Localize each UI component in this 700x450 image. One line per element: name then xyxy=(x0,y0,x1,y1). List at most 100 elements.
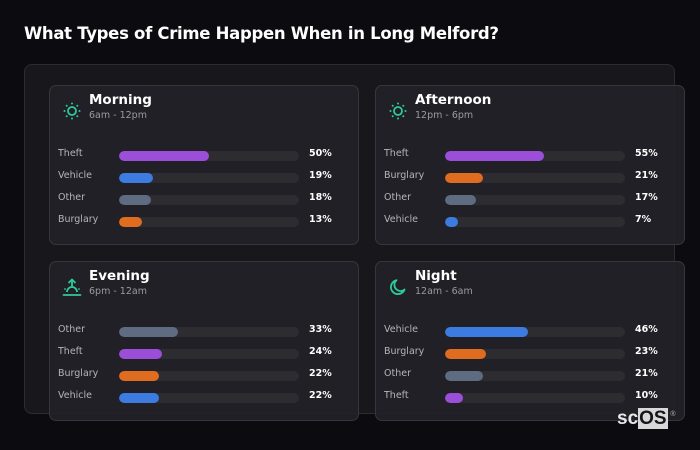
bar-value: 22% xyxy=(309,368,332,379)
card-night: Night 12am - 6am Vehicle 46% Burglary 23… xyxy=(375,261,685,421)
logo-text: sc xyxy=(617,408,639,429)
card-evening: Evening 6pm - 12am Other 33% Theft 24% B… xyxy=(49,261,359,421)
card-title: Morning xyxy=(89,92,152,108)
card-title: Afternoon xyxy=(415,92,492,108)
bar-fill xyxy=(445,195,476,205)
bar-row: Burglary 21% xyxy=(376,169,686,185)
bar-row: Burglary 22% xyxy=(50,367,360,383)
bar-label: Burglary xyxy=(58,368,99,379)
bar-label: Vehicle xyxy=(58,390,92,401)
page-title: What Types of Crime Happen When in Long … xyxy=(24,24,499,43)
bar-value: 21% xyxy=(635,368,658,379)
bar-value: 33% xyxy=(309,324,332,335)
bar-label: Burglary xyxy=(58,214,99,225)
card-afternoon: Afternoon 12pm - 6pm Theft 55% Burglary … xyxy=(375,85,685,245)
bar-label: Theft xyxy=(384,390,409,401)
bar-track xyxy=(445,371,625,381)
bar-fill xyxy=(119,349,163,359)
bar-track xyxy=(119,349,299,359)
bar-row: Vehicle 19% xyxy=(50,169,360,185)
bar-track xyxy=(119,217,299,227)
bar-value: 22% xyxy=(309,390,332,401)
bar-row: Other 17% xyxy=(376,191,686,207)
bar-row: Burglary 13% xyxy=(50,213,360,229)
sun-icon xyxy=(389,102,407,120)
registered-mark: ® xyxy=(670,411,676,418)
bar-label: Burglary xyxy=(384,346,425,357)
bar-value: 24% xyxy=(309,346,332,357)
bar-track xyxy=(119,327,299,337)
bar-fill xyxy=(119,151,209,161)
bar-fill xyxy=(445,173,483,183)
bar-label: Burglary xyxy=(384,170,425,181)
bar-row: Theft 10% xyxy=(376,389,686,405)
card-title: Night xyxy=(415,268,457,284)
card-time-range: 6pm - 12am xyxy=(89,286,147,297)
card-title: Evening xyxy=(89,268,150,284)
bar-value: 46% xyxy=(635,324,658,335)
sun-icon xyxy=(63,102,81,120)
bar-track xyxy=(445,151,625,161)
bar-label: Other xyxy=(58,324,85,335)
bar-value: 19% xyxy=(309,170,332,181)
bar-value: 18% xyxy=(309,192,332,203)
bar-label: Vehicle xyxy=(58,170,92,181)
bar-track xyxy=(119,371,299,381)
scos-logo: scOS ® xyxy=(617,408,676,429)
bar-fill xyxy=(445,349,487,359)
bar-label: Other xyxy=(58,192,85,203)
bar-value: 13% xyxy=(309,214,332,225)
bar-fill xyxy=(119,393,159,403)
bar-track xyxy=(445,195,625,205)
bar-label: Theft xyxy=(58,148,83,159)
bar-value: 23% xyxy=(635,346,658,357)
bar-track xyxy=(445,349,625,359)
card-time-range: 6am - 12pm xyxy=(89,110,147,121)
bar-track xyxy=(119,393,299,403)
bar-row: Vehicle 46% xyxy=(376,323,686,339)
bar-row: Other 21% xyxy=(376,367,686,383)
bar-fill xyxy=(119,195,152,205)
bar-track xyxy=(119,151,299,161)
bar-label: Theft xyxy=(58,346,83,357)
bar-row: Burglary 23% xyxy=(376,345,686,361)
bar-fill xyxy=(445,217,458,227)
bar-label: Vehicle xyxy=(384,214,418,225)
bar-fill xyxy=(119,371,159,381)
bar-label: Vehicle xyxy=(384,324,418,335)
bar-row: Theft 50% xyxy=(50,147,360,163)
bar-label: Theft xyxy=(384,148,409,159)
bar-fill xyxy=(119,327,179,337)
bar-row: Theft 55% xyxy=(376,147,686,163)
bar-track xyxy=(119,195,299,205)
bar-row: Other 18% xyxy=(50,191,360,207)
bar-track xyxy=(119,173,299,183)
bar-value: 55% xyxy=(635,148,658,159)
bar-row: Vehicle 22% xyxy=(50,389,360,405)
card-morning: Morning 6am - 12pm Theft 50% Vehicle 19%… xyxy=(49,85,359,245)
bar-row: Vehicle 7% xyxy=(376,213,686,229)
bar-fill xyxy=(119,217,143,227)
bar-label: Other xyxy=(384,368,411,379)
bar-row: Theft 24% xyxy=(50,345,360,361)
card-time-range: 12am - 6am xyxy=(415,286,473,297)
bar-fill xyxy=(119,173,154,183)
bar-value: 7% xyxy=(635,214,652,225)
bar-label: Other xyxy=(384,192,411,203)
bar-row: Other 33% xyxy=(50,323,360,339)
moon-icon xyxy=(390,279,406,295)
bar-value: 17% xyxy=(635,192,658,203)
bar-value: 10% xyxy=(635,390,658,401)
bar-value: 50% xyxy=(309,148,332,159)
logo-text-highlight: OS xyxy=(638,408,668,429)
bar-track xyxy=(445,327,625,337)
bar-fill xyxy=(445,393,463,403)
bar-track xyxy=(445,217,625,227)
sunset-icon xyxy=(62,278,82,296)
bar-track xyxy=(445,173,625,183)
bar-value: 21% xyxy=(635,170,658,181)
bar-fill xyxy=(445,151,544,161)
bar-track xyxy=(445,393,625,403)
bar-fill xyxy=(445,327,528,337)
card-time-range: 12pm - 6pm xyxy=(415,110,474,121)
